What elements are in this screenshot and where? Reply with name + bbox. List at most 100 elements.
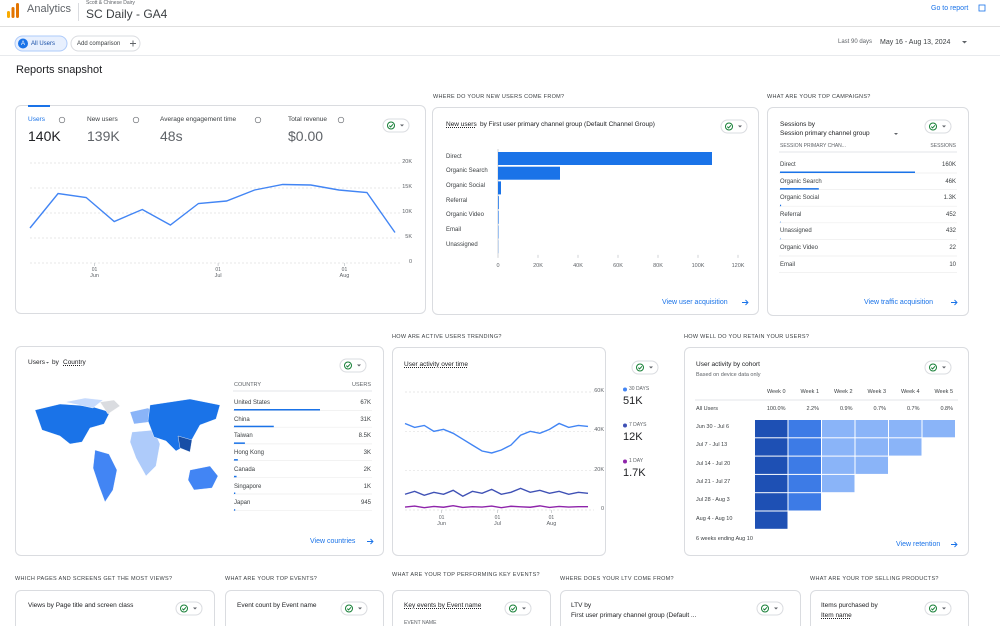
row-label: Hong Kong [234, 450, 265, 457]
arrow [951, 299, 958, 306]
y-tick-label: 0 [408, 259, 412, 265]
check-mark [726, 124, 732, 129]
page-title: Reports snapshot [16, 64, 103, 76]
arrow [367, 538, 374, 545]
y-tick-label: 5K [405, 234, 412, 240]
overview-card [15, 105, 426, 314]
compare-menu[interactable] [631, 360, 659, 375]
bar [498, 196, 499, 210]
caret [942, 125, 946, 128]
compare-menu[interactable] [339, 358, 367, 373]
y-tick-label: 20K [594, 466, 604, 473]
dimension-selector[interactable]: Session primary channel group [780, 130, 870, 137]
selected-tab [28, 105, 50, 107]
map-region [187, 465, 219, 491]
card-link[interactable]: View user acquisition [662, 299, 728, 306]
all-users-value: 0.8% [940, 406, 953, 412]
legend-value: 1.7K [623, 467, 646, 479]
caret [774, 607, 778, 610]
segment-chip[interactable] [14, 35, 68, 52]
range-label: Last 90 days [838, 39, 873, 45]
card-title: LTV by [571, 602, 592, 609]
column-header: Week 5 [934, 389, 953, 395]
x-tick-month: Jul [214, 273, 222, 279]
metric-value: 140K [28, 128, 61, 144]
compare-menu[interactable] [756, 601, 784, 616]
row-bar [234, 409, 320, 411]
metric-selector[interactable]: Sessions by [780, 121, 816, 128]
compare-menu[interactable] [382, 118, 410, 133]
compare-menu[interactable] [924, 601, 952, 616]
row-label: Canada [234, 466, 256, 473]
caret [962, 41, 967, 44]
date-range[interactable]: May 16 - Aug 13, 2024 [880, 39, 951, 46]
map-region [99, 399, 121, 415]
x-tick-label: 60K [613, 263, 623, 269]
card-link[interactable]: View retention [896, 541, 941, 548]
card-question: WHAT ARE YOUR TOP EVENTS? [225, 576, 318, 582]
metric-selector[interactable]: Users [28, 359, 45, 366]
check-mark [388, 123, 394, 128]
avatar [18, 38, 28, 49]
data-line [404, 487, 589, 498]
compare-menu[interactable] [720, 119, 748, 134]
bar [498, 181, 501, 195]
card-title: User activity over time [404, 361, 468, 368]
add-comparison[interactable] [70, 35, 141, 52]
metric-selector[interactable]: New users [446, 121, 477, 128]
compare-menu[interactable] [175, 601, 203, 616]
legend-dot [623, 387, 627, 392]
card-question: WHERE DO YOUR NEW USERS COME FROM? [433, 94, 565, 100]
add-comparison-label: Add comparison [77, 40, 121, 47]
caret [522, 607, 526, 610]
compare-menu[interactable] [340, 601, 368, 616]
compare-menu[interactable] [924, 360, 952, 375]
cohort-cell [889, 420, 922, 438]
map-region [34, 403, 111, 445]
x-tick-month: Jul [493, 521, 501, 527]
row-label: Organic Social [780, 195, 820, 202]
x-tick-label: 20K [533, 263, 543, 269]
row-label: Taiwan [234, 433, 253, 440]
check-icon [636, 363, 644, 372]
category-label: Unassigned [446, 241, 478, 248]
caret [357, 364, 361, 367]
x-tick-label: 80K [653, 263, 663, 269]
card-link[interactable]: View traffic acquisition [864, 299, 933, 306]
dimension-selector[interactable]: by First user primary channel group (Def… [480, 121, 655, 128]
metric-name[interactable]: New users [87, 116, 118, 123]
x-tick-label: 120K [731, 263, 745, 269]
column-header: Week 0 [766, 389, 786, 395]
category-label: Organic Search [446, 168, 488, 175]
metric-name[interactable]: Average engagement time [160, 116, 237, 123]
row-bar [234, 509, 236, 511]
row-label: Japan [234, 500, 251, 507]
dimension-selector[interactable]: Country [63, 359, 86, 366]
card-question: WHAT ARE YOUR TOP SELLING PRODUCTS? [810, 576, 939, 582]
row-bar [780, 171, 915, 173]
bar [498, 166, 560, 180]
go-to-report[interactable]: Go to report [931, 5, 969, 12]
metric-value: 48s [160, 128, 183, 144]
metric-name[interactable]: Total revenue [288, 116, 328, 123]
check-mark [930, 124, 936, 129]
cohort-cell [788, 456, 821, 474]
legend-value: 12K [623, 431, 643, 443]
toolbar-divider [0, 55, 1000, 56]
caret [649, 366, 653, 369]
category-label: Direct [446, 153, 462, 160]
compare-menu[interactable] [504, 601, 532, 616]
card-link[interactable]: View countries [310, 538, 356, 545]
check-mark [930, 606, 936, 611]
x-tick-label: 100K [691, 263, 705, 269]
compare-menu[interactable] [924, 119, 952, 134]
row-label: Email [780, 261, 796, 268]
check-mark [762, 606, 768, 611]
logo [7, 3, 19, 18]
cohort-cell [922, 420, 955, 438]
metric-name[interactable]: Users [28, 116, 45, 123]
caret [894, 133, 898, 135]
plus-icon [130, 40, 136, 47]
open-icon [978, 4, 986, 12]
